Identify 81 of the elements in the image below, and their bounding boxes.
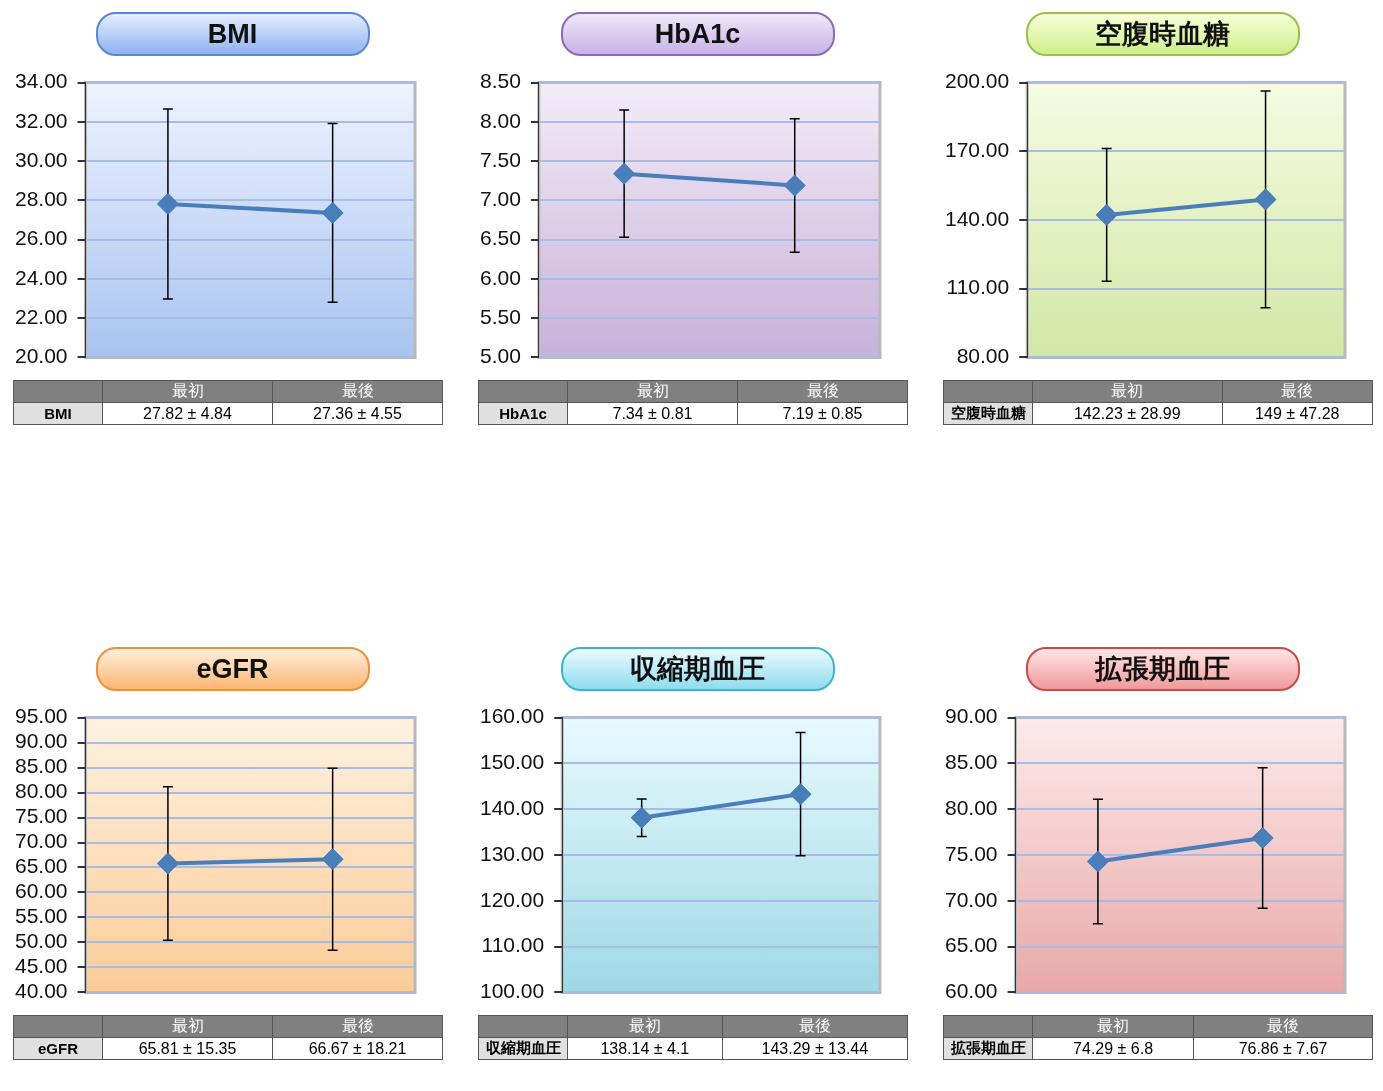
data-label: 74.29 ± 6.8 <box>1032 1037 1194 1060</box>
y-tick-label: 50.00 <box>14 929 68 953</box>
y-tick-label: 5.00 <box>480 344 521 368</box>
y-tick-label: 60.00 <box>944 979 998 1003</box>
data-label: 149 ± 47.28 <box>1222 402 1373 425</box>
y-tick-label: 7.50 <box>480 147 521 171</box>
chart-title: 拡張期血圧 <box>950 1039 1026 1056</box>
x-tick-label: 最初 <box>567 380 738 403</box>
y-tick-label: 5.50 <box>480 304 521 328</box>
y-tick-label: 150.00 <box>480 750 545 774</box>
y-tick-label: 200.00 <box>945 69 1010 93</box>
y-tick-label: 85.00 <box>944 750 998 774</box>
x-tick-label: 最後 <box>737 380 908 403</box>
x-tick-label: 最初 <box>1032 380 1223 403</box>
y-tick-label: 6.00 <box>480 265 521 289</box>
x-tick-label: 最後 <box>1222 380 1373 403</box>
y-tick-label: 160.00 <box>480 704 545 728</box>
x-tick-label: 最初 <box>1032 1015 1194 1038</box>
chart-title: 拡張期血圧 <box>1025 647 1300 691</box>
y-tick-label: 22.00 <box>14 304 68 328</box>
y-tick-label: 65.00 <box>14 854 68 878</box>
chart-title: eGFR <box>37 1040 78 1057</box>
y-tick-label: 7.00 <box>480 187 521 211</box>
chart-title: BMI <box>44 405 72 422</box>
chart-title: 空腹時血糖 <box>1025 12 1300 56</box>
chart-title: HbA1c <box>499 405 547 422</box>
y-tick-label: 75.00 <box>944 841 998 865</box>
y-tick-label: 70.00 <box>14 829 68 853</box>
y-tick-label: 140.00 <box>480 796 545 819</box>
x-tick-label: 最後 <box>272 380 443 403</box>
x-tick-label: 最後 <box>272 1015 443 1038</box>
y-tick-label: 30.00 <box>14 147 68 171</box>
y-tick-label: 120.00 <box>480 887 545 911</box>
y-tick-label: 32.00 <box>14 108 68 132</box>
y-tick-label: 55.00 <box>14 904 68 928</box>
data-label: 66.67 ± 18.21 <box>272 1037 443 1060</box>
y-tick-label: 45.00 <box>14 954 68 978</box>
y-tick-label: 8.00 <box>480 108 521 132</box>
y-tick-label: 34.00 <box>14 69 68 93</box>
y-tick-label: 140.00 <box>945 206 1010 230</box>
y-tick-label: 90.00 <box>944 704 998 728</box>
y-tick-label: 70.00 <box>944 887 998 911</box>
y-tick-label: 20.00 <box>14 344 68 368</box>
x-tick-label: 最後 <box>1193 1015 1373 1038</box>
data-label: 7.34 ± 0.81 <box>567 402 738 425</box>
data-label: 143.29 ± 13.44 <box>722 1037 908 1060</box>
y-tick-label: 110.00 <box>946 275 1010 299</box>
data-label: 27.36 ± 4.55 <box>272 402 443 425</box>
y-tick-label: 85.00 <box>14 754 68 778</box>
y-tick-label: 40.00 <box>14 979 68 1003</box>
data-label: 27.82 ± 4.84 <box>102 402 273 425</box>
y-tick-label: 65.00 <box>944 933 998 957</box>
x-tick-label: 最初 <box>102 1015 273 1038</box>
chart-title: 収縮期血圧 <box>485 1039 561 1056</box>
chart-title: BMI <box>95 12 370 56</box>
data-label: 76.86 ± 7.67 <box>1193 1037 1373 1060</box>
y-tick-label: 6.50 <box>480 226 521 250</box>
data-label: 138.14 ± 4.1 <box>567 1037 723 1060</box>
y-tick-label: 95.00 <box>14 704 68 728</box>
y-tick-label: 80.00 <box>14 779 68 803</box>
x-tick-label: 最初 <box>102 380 273 403</box>
y-tick-label: 60.00 <box>14 879 68 903</box>
y-tick-label: 90.00 <box>14 729 68 753</box>
y-tick-label: 26.00 <box>14 226 68 250</box>
y-tick-label: 28.00 <box>14 187 68 211</box>
data-label: 65.81 ± 15.35 <box>102 1037 273 1060</box>
y-tick-label: 80.00 <box>944 796 998 819</box>
chart-title: 収縮期血圧 <box>560 647 835 691</box>
y-tick-label: 100.00 <box>480 979 545 1003</box>
y-tick-label: 24.00 <box>14 265 68 289</box>
y-tick-label: 75.00 <box>14 804 68 828</box>
y-tick-label: 170.00 <box>945 138 1010 162</box>
y-tick-label: 8.50 <box>480 69 521 93</box>
data-label: 7.19 ± 0.85 <box>737 402 908 425</box>
chart-title: 空腹時血糖 <box>950 404 1026 421</box>
data-label: 142.23 ± 28.99 <box>1032 402 1223 425</box>
y-tick-label: 130.00 <box>480 841 545 865</box>
chart-title: HbA1c <box>560 12 835 56</box>
chart-title: eGFR <box>95 647 370 691</box>
y-tick-label: 80.00 <box>956 344 1010 368</box>
y-tick-label: 110.00 <box>481 933 545 957</box>
